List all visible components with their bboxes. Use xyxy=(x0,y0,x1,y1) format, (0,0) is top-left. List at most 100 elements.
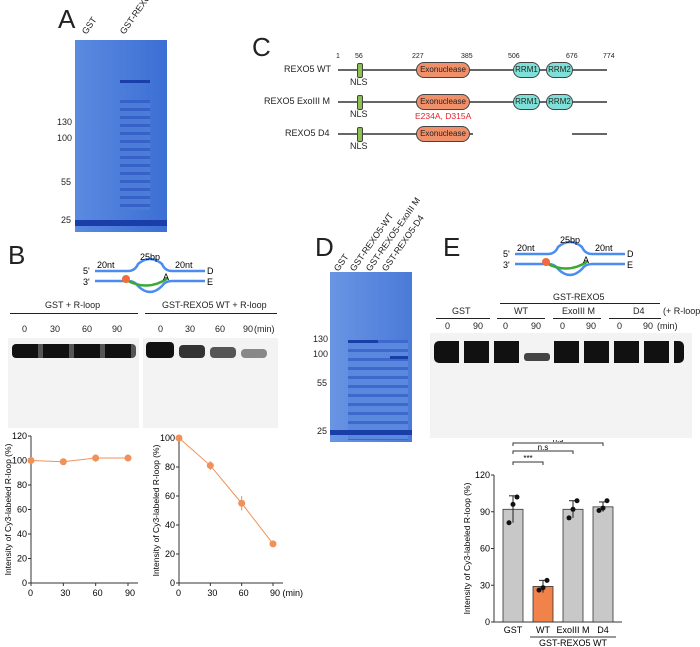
protein-line xyxy=(338,133,473,135)
construct-name: REXO5 ExoIII M xyxy=(264,96,331,106)
svg-text:D: D xyxy=(207,266,214,276)
time-label: 0 xyxy=(503,321,509,331)
x-tick-label: 60 xyxy=(239,588,249,598)
group-label: ExoIII M xyxy=(562,306,596,316)
x-tick-label: 30 xyxy=(207,588,217,598)
exonuclease-domain: Exonuclease xyxy=(416,126,470,142)
significance-bracket xyxy=(512,442,604,446)
group-label: GST + R-loop xyxy=(45,300,101,310)
time-label: 90 xyxy=(243,324,254,334)
emsa-gel xyxy=(8,338,139,428)
panel-label-a: A xyxy=(58,4,76,34)
svg-text:D: D xyxy=(627,249,634,259)
rrm2-domain: RRM2 xyxy=(546,94,573,110)
position-label: 385 xyxy=(461,53,473,60)
data-point xyxy=(124,454,132,462)
data-point xyxy=(566,515,572,521)
position-label: 506 xyxy=(508,53,520,60)
y-tick-label: 80 xyxy=(17,480,27,490)
x-tick-label: 90 xyxy=(125,588,135,598)
series-line xyxy=(178,437,274,545)
y-axis-label: Intensity of Cy3-labeled R-loop (%) xyxy=(151,444,161,576)
y-tick-label: 30 xyxy=(480,580,490,590)
marker-label: 25 xyxy=(317,426,328,436)
bar xyxy=(562,508,584,623)
time-label: 60 xyxy=(82,324,93,334)
nls-domain xyxy=(357,63,363,78)
bar xyxy=(592,506,614,623)
mutation-label: E234A, D315A xyxy=(415,111,472,121)
line-chart-rexo5-wt: 0 20 40 60 80 100 0 30 60 90 (min) Intensity of Cy… xyxy=(151,433,303,598)
construct-name: REXO5 D4 xyxy=(285,128,330,138)
nls-domain xyxy=(357,127,363,142)
marker-label: 130 xyxy=(57,117,73,127)
x-tick-label: WT xyxy=(536,625,550,635)
x-tick-label: 0 xyxy=(176,588,181,598)
nls-label: NLS xyxy=(350,109,368,119)
data-point xyxy=(269,540,277,548)
data-point xyxy=(510,501,516,507)
panel-label-c: C xyxy=(252,32,271,62)
significance-label: n.s xyxy=(538,443,549,452)
protein-line xyxy=(572,133,607,135)
rloop-substrate-diagram-e: 25bp 20nt 20nt 5' 3' D E A xyxy=(503,235,634,277)
y-axis-label: Intensity of Cy3-labeled R-loop (%) xyxy=(3,443,13,575)
nls-label: NLS xyxy=(350,141,368,151)
group-label: GST-REXO5 WT xyxy=(539,638,608,647)
data-point xyxy=(574,498,580,504)
time-label: 0 xyxy=(158,324,164,334)
data-point xyxy=(544,577,550,583)
panel-label-e: E xyxy=(443,232,461,262)
y-tick-label: 100 xyxy=(160,433,175,443)
line-chart-gst: 0 20 40 60 80 100 120 0 30 60 90 Intensity of Cy3-l… xyxy=(3,431,138,598)
y-tick-label: 0 xyxy=(170,578,175,588)
emsa-gel xyxy=(143,338,278,428)
bar xyxy=(502,508,524,623)
svg-text:A: A xyxy=(163,272,169,282)
coomassie-gel xyxy=(330,272,412,442)
time-label: 90 xyxy=(112,324,123,334)
nls-label: NLS xyxy=(350,77,368,87)
rrm1-domain: RRM1 xyxy=(513,94,540,110)
position-label: 227 xyxy=(412,53,424,60)
panel-label-b: B xyxy=(8,240,26,270)
significance-bracket xyxy=(512,461,544,465)
rloop-label: (+ R-loop) xyxy=(663,306,700,316)
lane-label: GST-REXO5-WT xyxy=(117,0,166,37)
time-label: 30 xyxy=(50,324,61,334)
x-tick-label: 90 (min) xyxy=(270,588,303,598)
time-label: 0 xyxy=(22,324,28,334)
exonuclease-domain: Exonuclease xyxy=(416,62,470,78)
y-axis-label: Intensity of Cy3-labeled R-loop (%) xyxy=(462,482,472,614)
time-unit: (min) xyxy=(657,321,678,331)
marker-label: 55 xyxy=(317,378,328,388)
exonuclease-domain: Exonuclease xyxy=(416,94,470,110)
svg-text:3': 3' xyxy=(503,260,510,270)
group-header: GST-REXO5 xyxy=(553,292,605,302)
significance-bracket xyxy=(512,450,574,454)
marker-label: 100 xyxy=(57,133,73,143)
rloop-substrate-diagram-b: 25bp 20nt 20nt 5' 3' D E A xyxy=(83,252,214,294)
group-label: GST xyxy=(452,306,471,316)
protein-line xyxy=(338,101,607,103)
y-tick-label: 0 xyxy=(22,578,27,588)
marker-label: 130 xyxy=(313,334,329,344)
x-tick-label: 0 xyxy=(28,588,33,598)
x-tick-label: D4 xyxy=(597,625,609,635)
svg-text:20nt: 20nt xyxy=(595,243,613,253)
lane-label: GST xyxy=(331,252,351,273)
time-label: 90 xyxy=(586,321,597,331)
series-line xyxy=(30,457,128,463)
svg-text:20nt: 20nt xyxy=(175,260,193,270)
emsa-gel xyxy=(430,333,692,438)
x-tick-label: 60 xyxy=(93,588,103,598)
x-tick-label: ExoIII M xyxy=(556,625,589,635)
rrm1-domain: RRM1 xyxy=(513,62,540,78)
data-point xyxy=(600,505,606,511)
y-tick-label: 120 xyxy=(475,470,490,480)
marker-label: 25 xyxy=(61,215,72,225)
data-point xyxy=(175,434,183,442)
y-tick-label: 0 xyxy=(485,617,490,627)
significance-label: *** xyxy=(523,454,532,463)
